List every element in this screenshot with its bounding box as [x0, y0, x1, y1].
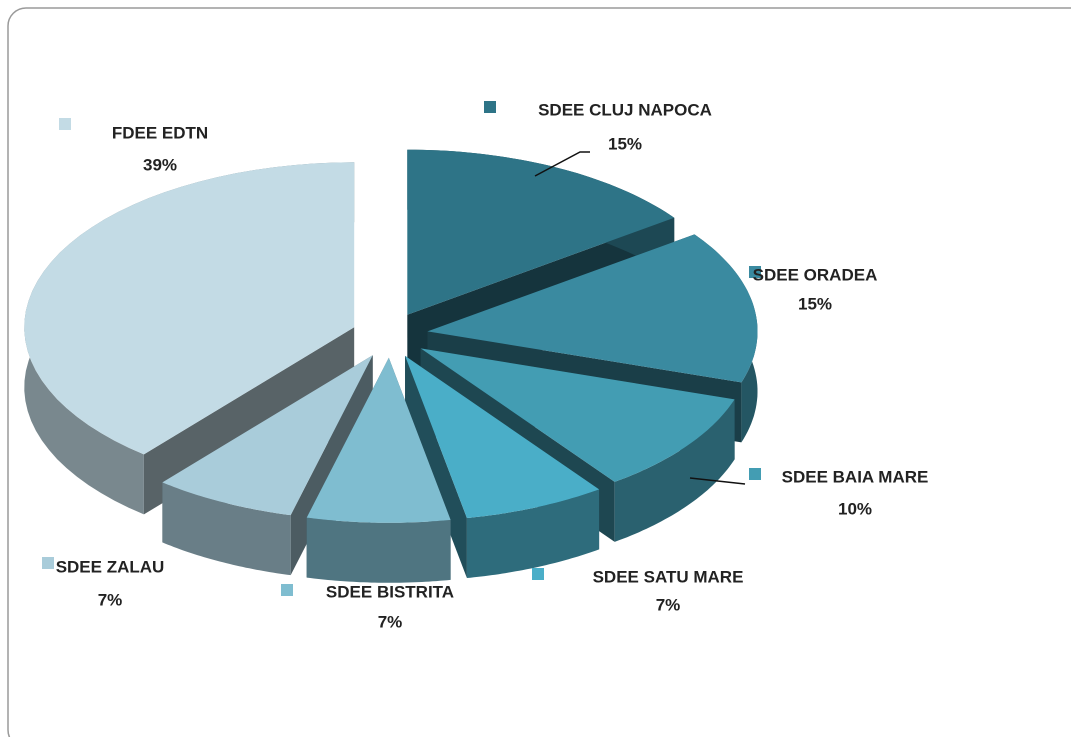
- slice: [405, 355, 600, 518]
- slice: [407, 149, 675, 315]
- leader-line: [534, 151, 590, 177]
- data-label-value: 39%: [143, 155, 177, 174]
- slice-side: [466, 489, 600, 578]
- slice: [306, 357, 451, 523]
- data-label-name: SDEE ZALAU: [56, 557, 165, 576]
- legend-swatch: [484, 101, 496, 113]
- data-label-value: 7%: [98, 590, 123, 609]
- slice: [162, 355, 373, 516]
- legend-swatch: [42, 557, 54, 569]
- data-label-value: 7%: [656, 595, 681, 614]
- labels: SDEE CLUJ NAPOCA 15% SDEE ORADEA 15% SDEE BA…: [42, 100, 928, 631]
- data-label-value: 15%: [608, 134, 642, 153]
- data-label-name: SDEE CLUJ NAPOCA: [538, 100, 712, 119]
- legend-swatch: [749, 468, 761, 480]
- data-label-value: 10%: [838, 499, 872, 518]
- slice-side: [306, 517, 451, 583]
- slice-side: [162, 482, 291, 576]
- legend-swatch: [281, 584, 293, 596]
- legend-swatch: [532, 568, 544, 580]
- leader-line: [689, 477, 746, 485]
- legend-swatch: [749, 266, 761, 278]
- data-label-value: 15%: [798, 294, 832, 313]
- legend-swatch: [59, 118, 71, 130]
- data-label-value: 7%: [378, 612, 403, 631]
- data-label-name: SDEE BAIA MARE: [782, 467, 929, 486]
- pie: [24, 149, 758, 583]
- data-label-name: FDEE EDTN: [112, 123, 208, 142]
- slice-side: [614, 399, 735, 542]
- slice: [420, 348, 735, 482]
- data-label-name: SDEE BISTRITA: [326, 582, 454, 601]
- data-label-name: SDEE SATU MARE: [593, 567, 744, 586]
- slice: [427, 234, 758, 383]
- slice: [24, 162, 355, 455]
- data-label-name: SDEE ORADEA: [753, 265, 878, 284]
- slice-wall: [405, 355, 467, 578]
